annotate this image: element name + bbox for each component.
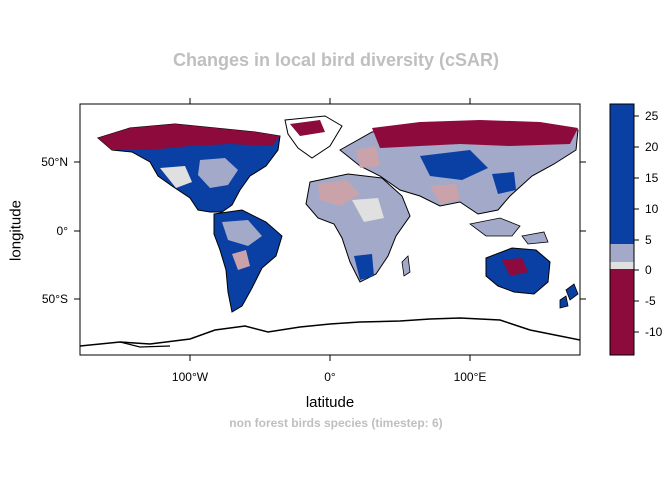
colorbar-near-zero	[610, 262, 634, 269]
colorbar-tick-label: -5	[645, 294, 656, 308]
colorbar-tick-label: 15	[645, 171, 659, 185]
map-title: Changes in local bird diversity (cSAR)	[172, 50, 500, 70]
colorbar-tick-label: 5	[645, 233, 652, 247]
x-tick-label: 0°	[324, 370, 336, 384]
map-panel	[80, 115, 580, 348]
colorbar-tick-label: 10	[645, 202, 659, 216]
x-axis-label: latitude	[305, 394, 355, 411]
colorbar-weak-positive	[610, 244, 634, 262]
colorbar-negative	[610, 269, 634, 355]
x-ticks	[189, 98, 471, 361]
colorbar-tick-label: 25	[645, 109, 659, 123]
colorbar-tick-label: -10	[645, 325, 663, 339]
colorbar-ticks	[634, 115, 639, 333]
y-tick-label: 50°N	[41, 155, 68, 169]
map-subtitle: non forest birds species (timestep: 6)	[229, 416, 443, 430]
y-tick-label: 50°S	[42, 292, 68, 306]
antarctica-outline	[80, 317, 580, 347]
y-tick-label: 0°	[57, 224, 69, 238]
colorbar-tick-label: 20	[645, 140, 659, 154]
colorbar-strong-positive	[610, 104, 634, 244]
colorbar-tick-label: 0	[645, 263, 652, 277]
x-tick-label: 100°W	[172, 370, 209, 384]
colorbar	[609, 103, 635, 356]
x-tick-label: 100°E	[454, 370, 487, 384]
y-ticks	[74, 161, 586, 300]
